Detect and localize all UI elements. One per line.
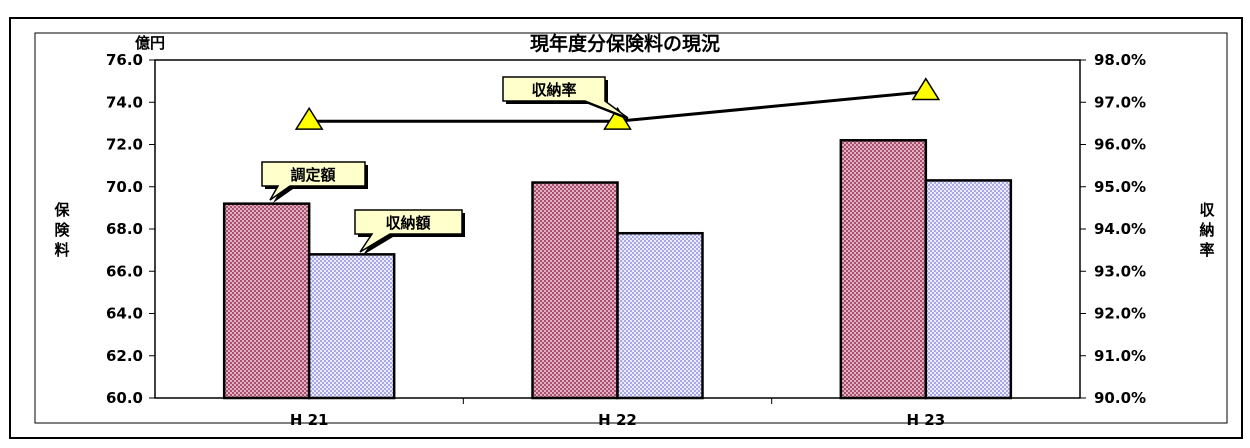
left-axis: 60.0 62.0 64.0 66.0 68.0 70.0 72.0 74.0 76.0 xyxy=(106,51,155,407)
left-tick-label: 60.0 xyxy=(106,389,143,407)
chart-title: 現年度分保険料の現況 xyxy=(530,32,720,55)
rate-line xyxy=(294,77,941,130)
left-tick-label: 74.0 xyxy=(106,93,143,111)
right-axis: 90.0% 91.0% 92.0% 93.0% 94.0% 95.0% 96.0% 97.0%… xyxy=(1080,51,1146,407)
bar-chouteigaku xyxy=(222,202,311,400)
callout-shuunougaku: 収納額 xyxy=(354,209,465,255)
left-tick-label: 72.0 xyxy=(106,136,143,154)
right-tick-label: 96.0% xyxy=(1094,136,1146,154)
svg-text:収納率: 収納率 xyxy=(1199,201,1215,259)
right-tick-label: 93.0% xyxy=(1094,262,1146,280)
right-tick-label: 90.0% xyxy=(1094,389,1146,407)
bars xyxy=(222,139,1013,400)
right-tick-label: 98.0% xyxy=(1094,51,1146,69)
svg-text:保険料: 保険料 xyxy=(53,201,70,259)
bar-shuunougaku xyxy=(924,179,1013,400)
left-tick-label: 70.0 xyxy=(106,178,143,196)
svg-text:収納率: 収納率 xyxy=(531,81,576,99)
left-tick-label: 66.0 xyxy=(106,262,143,280)
bar-shuunougaku xyxy=(307,253,396,400)
left-tick-label: 64.0 xyxy=(106,305,143,323)
right-tick-label: 94.0% xyxy=(1094,220,1146,238)
left-tick-label: 62.0 xyxy=(106,347,143,365)
callout-shuunouritsu: 収納率 xyxy=(502,76,631,121)
right-axis-title: 収納率 xyxy=(1199,201,1215,259)
right-tick-label: 97.0% xyxy=(1094,93,1146,111)
left-tick-label: 76.0 xyxy=(106,51,143,69)
callout-chouteigaku: 調定額 xyxy=(261,161,368,203)
bar-chouteigaku xyxy=(531,181,619,400)
x-tick-label: H 21 xyxy=(290,411,329,429)
right-tick-label: 95.0% xyxy=(1094,178,1146,196)
left-axis-unit: 億円 xyxy=(135,34,165,52)
right-tick-label: 91.0% xyxy=(1094,347,1146,365)
rate-marker xyxy=(603,106,632,130)
right-tick-label: 92.0% xyxy=(1094,305,1146,323)
x-tick-label: H 22 xyxy=(598,411,637,429)
rate-marker xyxy=(294,106,324,130)
left-tick-label: 68.0 xyxy=(106,220,143,238)
x-axis: H 21 H 22 H 23 xyxy=(290,398,945,429)
svg-text:収納額: 収納額 xyxy=(385,214,430,232)
left-axis-title: 保険料 xyxy=(53,201,70,259)
svg-text:調定額: 調定額 xyxy=(290,166,335,184)
bar-shuunougaku xyxy=(616,231,704,400)
x-tick-label: H 23 xyxy=(907,411,946,429)
bar-chouteigaku xyxy=(839,139,928,400)
rate-marker xyxy=(911,77,941,101)
